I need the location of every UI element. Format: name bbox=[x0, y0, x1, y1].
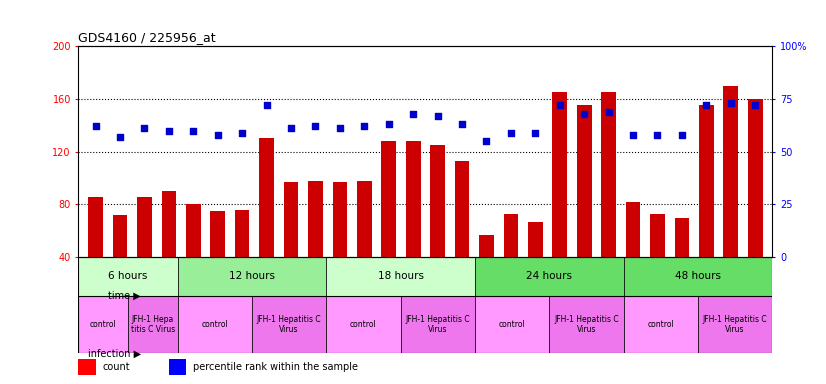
Text: time ▶: time ▶ bbox=[108, 291, 141, 301]
Text: control: control bbox=[202, 320, 228, 329]
Bar bbox=[624, 296, 698, 353]
Text: 6 hours: 6 hours bbox=[108, 271, 148, 281]
Point bbox=[480, 138, 493, 144]
Bar bbox=[724, 86, 738, 310]
Bar bbox=[624, 257, 772, 296]
Bar bbox=[162, 191, 176, 310]
Bar bbox=[178, 257, 326, 296]
Bar bbox=[137, 197, 152, 310]
Bar bbox=[675, 218, 689, 310]
Bar bbox=[475, 296, 549, 353]
Bar bbox=[357, 181, 372, 310]
Bar bbox=[78, 296, 128, 353]
Text: JFH-1 Hepatitis C
Virus: JFH-1 Hepatitis C Virus bbox=[703, 315, 767, 334]
Point bbox=[577, 111, 591, 117]
Bar bbox=[430, 145, 445, 310]
Bar bbox=[454, 161, 469, 310]
Point bbox=[113, 134, 126, 140]
Bar bbox=[504, 214, 518, 310]
Bar bbox=[528, 222, 543, 310]
Point bbox=[651, 132, 664, 138]
Text: control: control bbox=[90, 320, 116, 329]
Bar bbox=[308, 181, 323, 310]
Bar bbox=[186, 205, 201, 310]
Text: JFH-1 Hepatitis C
Virus: JFH-1 Hepatitis C Virus bbox=[554, 315, 619, 334]
Bar bbox=[553, 92, 567, 310]
Point bbox=[676, 132, 689, 138]
Text: 12 hours: 12 hours bbox=[229, 271, 275, 281]
Text: GDS4160 / 225956_at: GDS4160 / 225956_at bbox=[78, 31, 216, 44]
Bar bbox=[252, 296, 326, 353]
Text: 24 hours: 24 hours bbox=[526, 271, 572, 281]
Bar bbox=[169, 359, 186, 375]
Point bbox=[382, 121, 396, 127]
Bar bbox=[406, 141, 420, 310]
Bar bbox=[78, 257, 178, 296]
Bar bbox=[211, 211, 225, 310]
Point bbox=[211, 132, 225, 138]
Text: control: control bbox=[350, 320, 377, 329]
Point bbox=[284, 125, 297, 131]
Bar bbox=[650, 214, 665, 310]
Point bbox=[89, 123, 102, 129]
Point bbox=[529, 129, 542, 136]
Bar bbox=[326, 296, 401, 353]
Bar bbox=[128, 296, 178, 353]
Bar bbox=[88, 197, 103, 310]
Point bbox=[602, 108, 615, 114]
Point bbox=[700, 102, 713, 108]
Text: 18 hours: 18 hours bbox=[377, 271, 424, 281]
Bar bbox=[326, 257, 475, 296]
Point bbox=[553, 102, 567, 108]
Text: JFH-1 Hepatitis C
Virus: JFH-1 Hepatitis C Virus bbox=[406, 315, 470, 334]
Bar bbox=[601, 92, 616, 310]
Bar bbox=[333, 182, 347, 310]
Point bbox=[260, 102, 273, 108]
Point bbox=[724, 100, 738, 106]
Point bbox=[333, 125, 346, 131]
Text: control: control bbox=[648, 320, 674, 329]
Bar bbox=[699, 106, 714, 310]
Text: count: count bbox=[102, 362, 131, 372]
Bar bbox=[479, 235, 494, 310]
Text: control: control bbox=[499, 320, 525, 329]
Bar bbox=[235, 210, 249, 310]
Bar bbox=[698, 296, 772, 353]
Bar bbox=[549, 296, 624, 353]
Point bbox=[455, 121, 468, 127]
Bar bbox=[112, 215, 127, 310]
Bar bbox=[283, 182, 298, 310]
Bar bbox=[78, 359, 96, 375]
Point bbox=[505, 129, 518, 136]
Bar bbox=[475, 257, 624, 296]
Point bbox=[431, 113, 444, 119]
Point bbox=[138, 125, 151, 131]
Point bbox=[187, 127, 200, 134]
Text: JFH-1 Hepa
titis C Virus: JFH-1 Hepa titis C Virus bbox=[131, 315, 175, 334]
Bar bbox=[382, 141, 396, 310]
Bar bbox=[626, 202, 640, 310]
Bar bbox=[577, 106, 591, 310]
Bar bbox=[178, 296, 252, 353]
Point bbox=[309, 123, 322, 129]
Point bbox=[162, 127, 175, 134]
Point bbox=[406, 111, 420, 117]
Text: infection ▶: infection ▶ bbox=[88, 348, 141, 358]
Point bbox=[358, 123, 371, 129]
Point bbox=[626, 132, 639, 138]
Text: JFH-1 Hepatitis C
Virus: JFH-1 Hepatitis C Virus bbox=[257, 315, 321, 334]
Text: percentile rank within the sample: percentile rank within the sample bbox=[193, 362, 358, 372]
Bar bbox=[259, 139, 274, 310]
Point bbox=[748, 102, 762, 108]
Point bbox=[235, 129, 249, 136]
Bar bbox=[401, 296, 475, 353]
Bar bbox=[748, 99, 762, 310]
Text: 48 hours: 48 hours bbox=[675, 271, 721, 281]
